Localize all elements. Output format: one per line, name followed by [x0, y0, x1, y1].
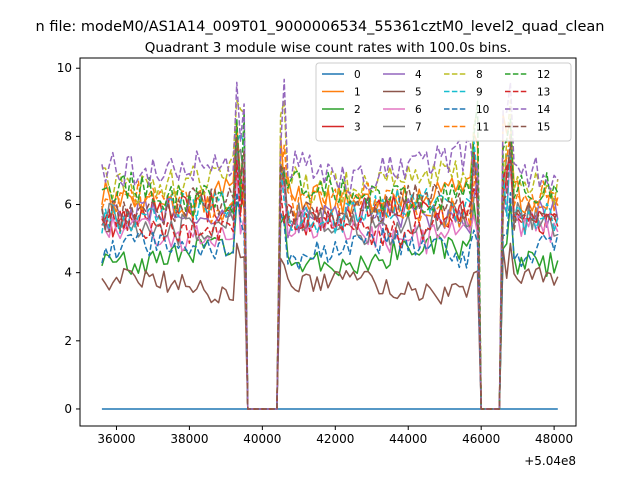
- legend-label-6: 6: [415, 104, 422, 116]
- y-tick-label: 6: [64, 198, 72, 212]
- series-line-3: [101, 146, 559, 410]
- plot-area: [101, 78, 559, 410]
- x-tick-label: 46000: [462, 432, 500, 446]
- y-tick-label: 4: [64, 266, 72, 280]
- x-tick-label: 42000: [316, 432, 354, 446]
- legend-label-4: 4: [415, 69, 422, 81]
- axes-frame: [79, 57, 577, 427]
- series-line-9: [101, 133, 559, 410]
- legend-label-0: 0: [354, 69, 361, 81]
- legend-label-8: 8: [476, 69, 483, 81]
- legend-label-9: 9: [476, 87, 483, 99]
- chart-title: Quadrant 3 module wise count rates with …: [145, 40, 511, 56]
- series-line-5: [101, 242, 559, 410]
- x-tick-label: 48000: [535, 432, 573, 446]
- legend-label-5: 5: [415, 87, 422, 99]
- x-tick-label: 36000: [97, 432, 135, 446]
- legend-label-13: 13: [537, 87, 550, 99]
- legend-box: [315, 62, 572, 142]
- x-tick-label: 38000: [170, 432, 208, 446]
- y-tick-label: 10: [57, 61, 72, 75]
- series-line-15: [101, 136, 559, 410]
- y-tick-label: 0: [64, 402, 72, 416]
- legend-label-10: 10: [476, 104, 489, 116]
- y-tick-label: 8: [64, 129, 72, 143]
- figure-suptitle: n file: modeM0/AS1A14_009T01_9000006534_…: [36, 19, 605, 35]
- legend-label-3: 3: [354, 122, 361, 134]
- axes: 36000 38000 40000 42000 44000 46000 48000 0 2 4 6 8…: [57, 61, 573, 446]
- legend-label-7: 7: [415, 122, 422, 134]
- legend-label-12: 12: [537, 69, 550, 81]
- legend-label-11: 11: [476, 122, 489, 134]
- x-offset-label: +5.04e8: [524, 454, 576, 468]
- x-tick-label: 44000: [389, 432, 427, 446]
- legend-label-1: 1: [354, 87, 361, 99]
- x-tick-label: 40000: [243, 432, 281, 446]
- y-tick-label: 2: [64, 334, 72, 348]
- legend-label-15: 15: [537, 122, 550, 134]
- legend-label-14: 14: [537, 104, 551, 116]
- legend-label-2: 2: [354, 104, 361, 116]
